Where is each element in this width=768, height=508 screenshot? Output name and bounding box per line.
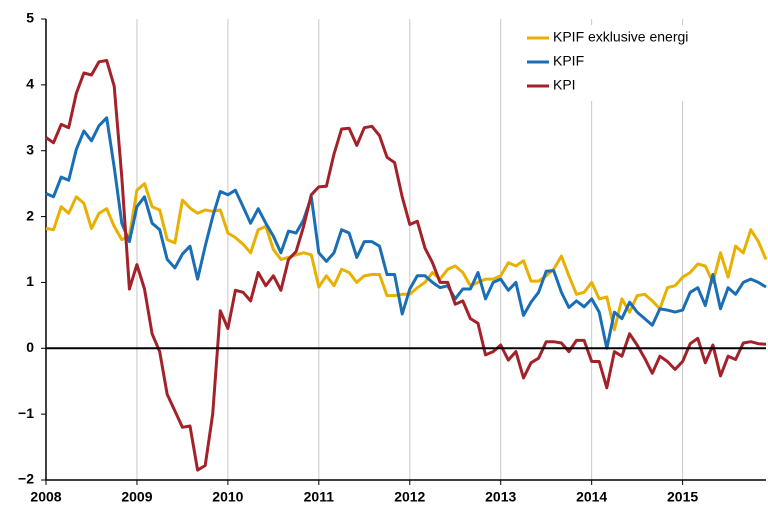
x-tick-label: 2010 bbox=[212, 489, 243, 505]
y-tick-label: 4 bbox=[26, 76, 34, 92]
x-tick-label: 2011 bbox=[304, 489, 335, 505]
y-tick-label: 3 bbox=[26, 141, 34, 157]
series-line bbox=[45, 59, 767, 472]
legend-label: KPIF bbox=[553, 53, 584, 69]
y-tick-label: −1 bbox=[18, 405, 34, 421]
x-tick-label: 2009 bbox=[121, 489, 152, 505]
x-tick-label: 2008 bbox=[30, 489, 61, 505]
legend-box bbox=[521, 25, 733, 101]
x-tick-label: 2013 bbox=[485, 489, 516, 505]
series-line bbox=[45, 116, 767, 350]
legend-label: KPIF exklusive energi bbox=[553, 29, 688, 45]
x-tick-label: 2015 bbox=[667, 489, 698, 505]
y-tick-label: 2 bbox=[26, 207, 34, 223]
y-tick-label: 5 bbox=[26, 10, 34, 26]
legend-label: KPI bbox=[553, 77, 576, 93]
series-line bbox=[45, 182, 768, 332]
x-tick-label: 2012 bbox=[394, 489, 425, 505]
y-tick-label: 0 bbox=[26, 339, 34, 355]
y-tick-label: 1 bbox=[26, 273, 34, 289]
y-tick-label: −2 bbox=[18, 471, 34, 487]
x-tick-label: 2014 bbox=[576, 489, 607, 505]
